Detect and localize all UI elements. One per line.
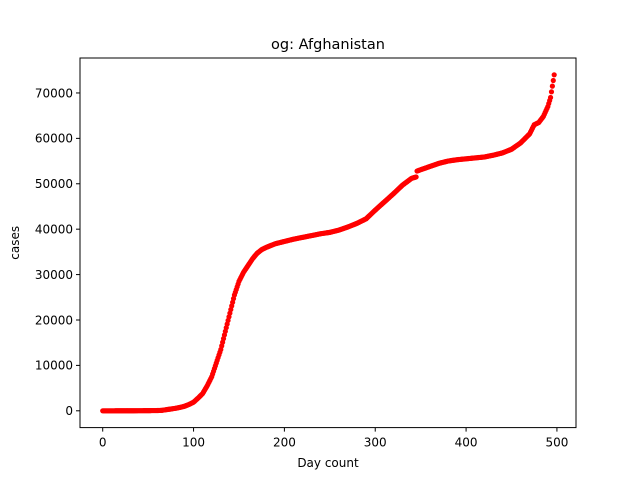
data-point [413,174,419,180]
data-point [550,77,556,84]
points-layer [100,72,557,414]
x-tick-label: 300 [364,436,387,450]
x-tick-label: 200 [273,436,296,450]
y-tick-label: 0 [65,404,73,418]
data-point [547,94,554,101]
y-tick-label: 30000 [35,268,73,282]
chart-title: og: Afghanistan [271,37,385,53]
y-axis-label: cases [8,226,22,260]
y-tick-label: 20000 [35,313,73,327]
y-tick-label: 70000 [35,86,73,100]
y-tick-label: 50000 [35,177,73,191]
y-tick-label: 60000 [35,132,73,146]
x-tick-label: 0 [99,436,107,450]
x-tick-label: 500 [545,436,568,450]
axes-layer [79,57,577,429]
x-axis-label: Day count [297,456,359,470]
x-axis-ticks: 0 100 200 300 400 500 [99,427,568,450]
y-tick-label: 10000 [35,359,73,373]
data-point [551,72,557,78]
x-tick-label: 400 [455,436,478,450]
data-point [548,89,555,95]
x-tick-label: 100 [182,436,205,450]
plot-area-frame [79,57,577,429]
y-tick-label: 40000 [35,222,73,236]
y-axis-ticks: 0 10000 20000 30000 40000 50000 60000 70000 [35,86,80,418]
data-point [549,83,555,89]
